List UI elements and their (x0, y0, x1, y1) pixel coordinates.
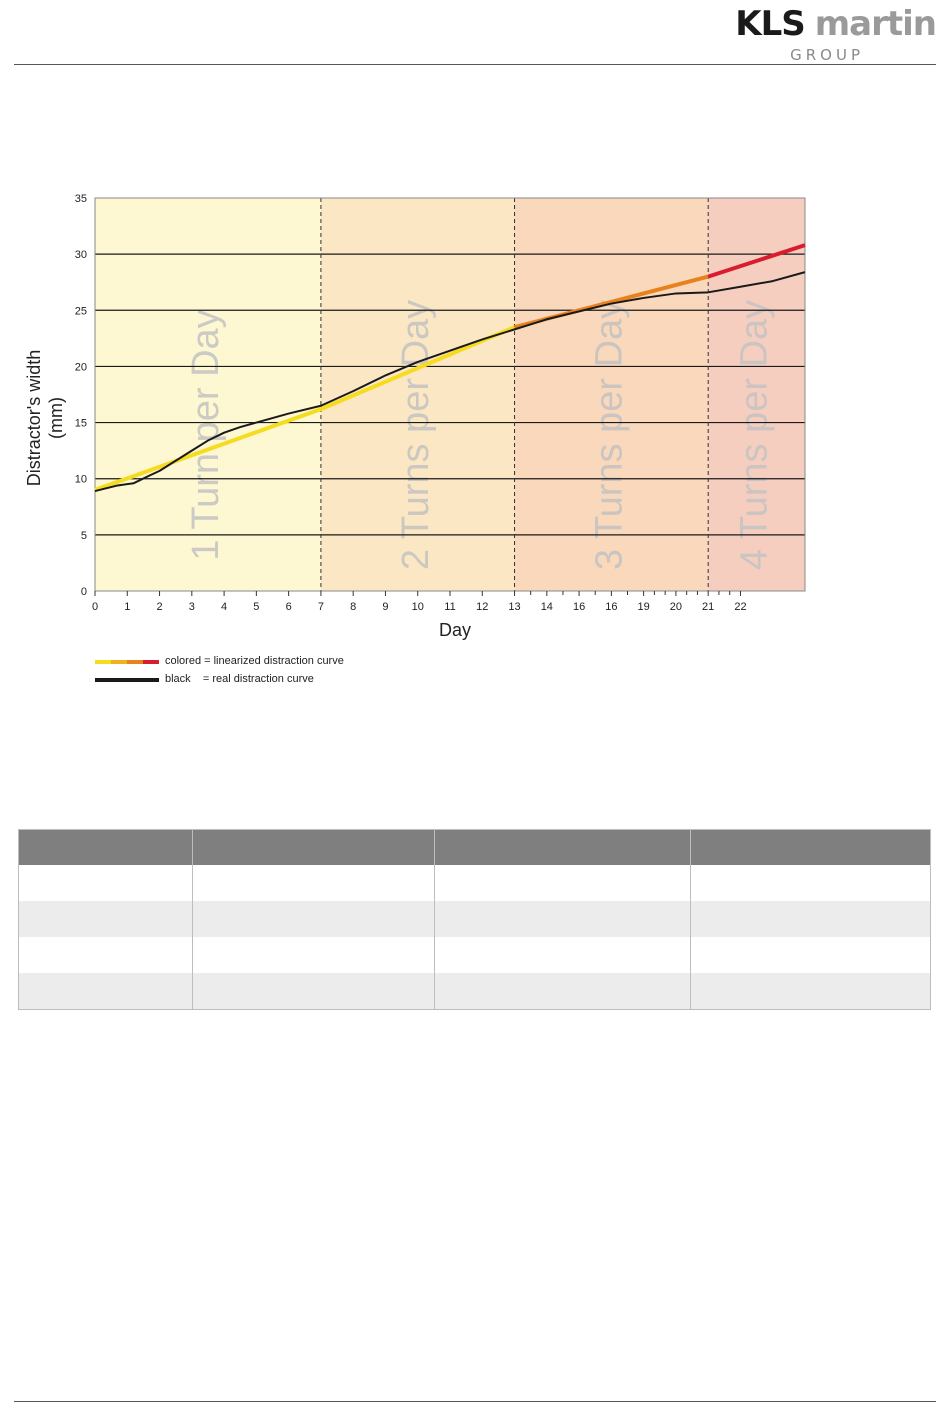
legend-text-colored: colored = linearized distraction curve (165, 655, 344, 667)
x-tick-label: 16 (573, 601, 585, 613)
x-tick-label: 10 (412, 601, 424, 613)
table-cell (434, 865, 691, 901)
x-tick-label: 13 (508, 601, 520, 613)
table-cell (434, 937, 691, 973)
x-tick-label: 3 (189, 601, 195, 613)
phase-label: 2 Turns per Day (395, 300, 437, 570)
x-tick-label: 22 (734, 601, 746, 613)
x-tick-label: 14 (541, 601, 553, 613)
x-tick-label: 19 (638, 601, 650, 613)
x-tick-label: 21 (702, 601, 714, 613)
y-tick-label: 30 (75, 249, 87, 261)
y-axis-title-line: Distractor's width (24, 350, 44, 486)
table-header-cell (690, 829, 931, 865)
y-tick-label: 0 (81, 586, 87, 598)
x-tick-label: 7 (318, 601, 324, 613)
kls-martin-logo: KLS martin GROUP (704, 4, 937, 64)
legend-swatch-black (95, 678, 159, 682)
y-tick-label: 15 (75, 418, 87, 430)
x-tick-label: 9 (382, 601, 388, 613)
x-tick-label: 16 (605, 601, 617, 613)
y-tick-label: 20 (75, 361, 87, 373)
table-cell (18, 901, 193, 937)
table-row (18, 865, 931, 901)
table-cell (18, 937, 193, 973)
data-table (18, 829, 931, 1009)
real-distraction-curve (94, 271, 806, 493)
y-axis-title-line: (mm) (46, 397, 66, 439)
logo-group: GROUP (790, 46, 864, 64)
x-tick-label: 6 (286, 601, 292, 613)
x-tick-label: 5 (253, 601, 259, 613)
table-header-cell (434, 829, 691, 865)
y-tick-label: 10 (75, 474, 87, 486)
y-axis-title: Distractor's width (mm) (24, 350, 66, 486)
y-tick-label: 35 (75, 193, 87, 205)
x-tick-label: 11 (444, 601, 455, 613)
x-tick-label: 12 (476, 601, 488, 613)
table-header-cell (18, 829, 193, 865)
table-cell (690, 865, 931, 901)
y-tick-label: 5 (81, 530, 87, 542)
table-row (18, 973, 931, 1009)
table-header-row (18, 829, 931, 865)
table-cell (690, 937, 931, 973)
table-cell (192, 937, 435, 973)
logo-secondary: martin (814, 4, 937, 44)
y-tick-label: 25 (75, 305, 87, 317)
table-cell (18, 865, 193, 901)
table-cell (192, 973, 435, 1009)
x-tick-label: 8 (350, 601, 356, 613)
x-axis-title: Day (439, 620, 471, 640)
x-tick-label: 1 (124, 601, 130, 613)
phase-band (514, 198, 709, 591)
table-header-cell (192, 829, 435, 865)
table-row (18, 901, 931, 937)
x-tick-label: 4 (221, 601, 227, 613)
x-tick-label: 0 (92, 601, 98, 613)
table-cell (192, 865, 435, 901)
table-cell (192, 901, 435, 937)
footer-divider (14, 1401, 936, 1402)
table-cell (434, 973, 691, 1009)
logo-primary: KLS (735, 4, 805, 44)
table-cell (18, 973, 193, 1009)
table-cell (690, 973, 931, 1009)
header-divider (14, 64, 936, 65)
table-cell (434, 901, 691, 937)
phase-label: 3 Turns per Day (588, 300, 630, 570)
x-tick-label: 2 (156, 601, 162, 613)
phase-label: 4 Turns per Day (734, 300, 776, 570)
x-tick-label: 20 (670, 601, 682, 613)
distraction-chart: 1 Turn per Day 2 Turns per Day 3 Turns per… (24, 193, 806, 640)
linearized-curve-red (707, 243, 806, 279)
table-row (18, 937, 931, 973)
table-cell (690, 901, 931, 937)
legend-text-black: black = real distraction curve (165, 673, 314, 685)
legend-swatch-colored (95, 660, 159, 664)
phase-band (708, 198, 805, 591)
phase-band (95, 198, 321, 591)
